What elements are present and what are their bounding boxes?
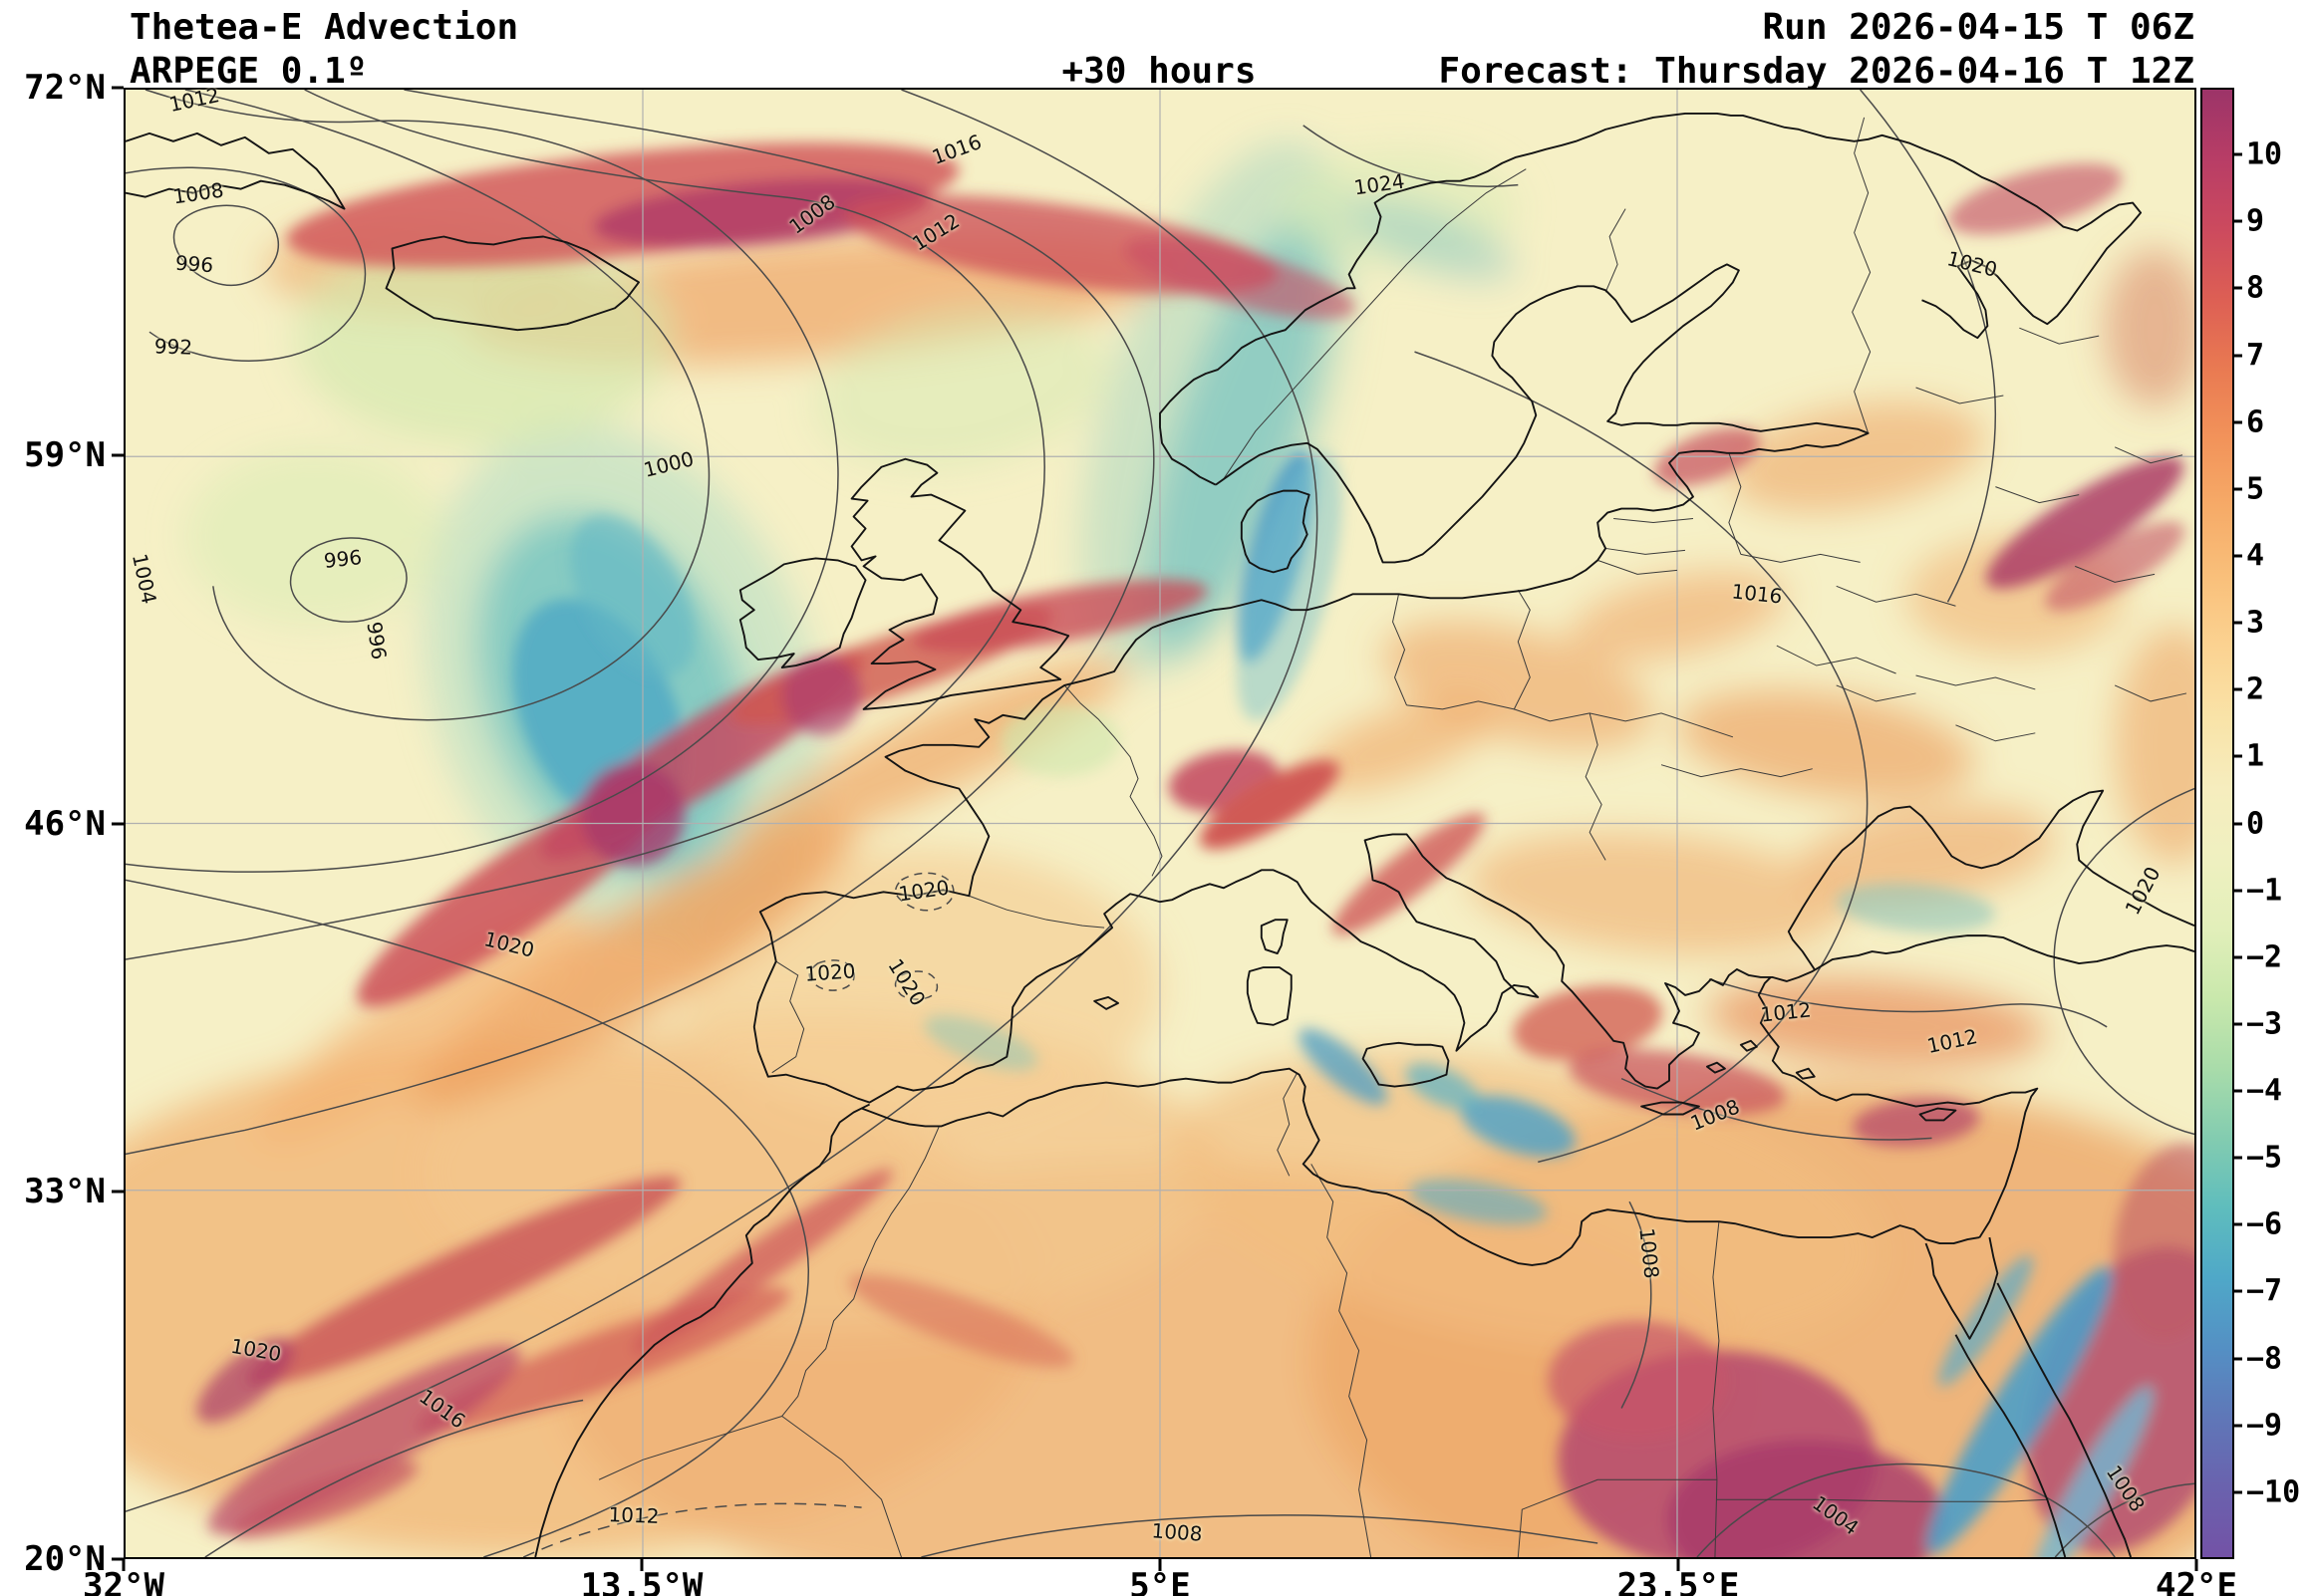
colorbar-tickmark (2234, 219, 2242, 223)
x-axis-tick-label: 13.5°W (580, 1566, 704, 1596)
valid-time-label: Forecast: Thursday 2026-04-16 T 12Z (1438, 51, 2194, 92)
colorbar-tick-label: 2 (2246, 671, 2265, 707)
colorbar-tick-label: 9 (2246, 203, 2265, 239)
graticule-gridlines (126, 90, 2194, 1557)
x-axis-tickmarks (122, 1559, 2198, 1571)
y-axis-tickmarks (112, 86, 124, 1561)
y-axis-tick-label: 59°N (24, 435, 106, 476)
model-label: ARPEGE 0.1º (130, 51, 368, 92)
colorbar-tick-label: −2 (2246, 939, 2283, 975)
colorbar-tick-label: −5 (2246, 1140, 2283, 1176)
x-axis: 32°W 13.5°W 5°E 23.5°E 42°E (83, 1566, 2237, 1596)
colorbar-tick-label: −8 (2246, 1341, 2283, 1377)
colorbar-tick-label: 5 (2246, 471, 2265, 507)
y-axis-tickmark (112, 822, 124, 825)
run-time-label: Run 2026-04-15 T 06Z (1762, 7, 2194, 48)
colorbar (2200, 88, 2234, 1559)
x-axis-tickmark (1158, 1559, 1162, 1571)
coastlines (126, 112, 2194, 1557)
colorbar-tickmark (2234, 354, 2242, 358)
colorbar-tick-label: 1 (2246, 738, 2265, 774)
colorbar-tickmark (2234, 621, 2242, 625)
chart-title: Thetea-E Advection (130, 7, 519, 48)
colorbar-tickmark (2234, 1022, 2242, 1026)
advection-soft-field (126, 140, 2194, 1557)
colorbar-tick-label: 6 (2246, 404, 2265, 440)
country-borders (598, 117, 2187, 1557)
y-axis-tickmark (112, 1557, 124, 1561)
colorbar-tick-label: 0 (2246, 806, 2265, 841)
y-axis-tick-label: 72°N (24, 68, 106, 108)
colorbar-tick-label: −3 (2246, 1006, 2283, 1042)
colorbar-tickmark (2234, 1424, 2242, 1428)
colorbar-tickmark (2234, 1357, 2242, 1361)
colorbar-tick-label: 4 (2246, 538, 2265, 574)
y-axis-tickmark (112, 453, 124, 457)
colorbar-tick-label: 8 (2246, 270, 2265, 306)
colorbar-tick-label: −9 (2246, 1408, 2283, 1444)
x-axis-tickmark (122, 1559, 126, 1571)
x-axis-tick-label: 42°E (2156, 1566, 2237, 1596)
colorbar-tick-label: 3 (2246, 605, 2265, 641)
colorbar-tickmark (2234, 286, 2242, 290)
y-axis-tick-label: 33°N (24, 1171, 106, 1211)
colorbar-tick-label: −6 (2246, 1206, 2283, 1242)
advection-field-map (126, 90, 2194, 1557)
colorbar-tick-label: −7 (2246, 1273, 2283, 1309)
colorbar-tick-label: −1 (2246, 873, 2283, 909)
colorbar-tickmark (2234, 1089, 2242, 1093)
colorbar-tick-label: −4 (2246, 1073, 2283, 1109)
advection-streaks (196, 142, 2194, 1557)
colorbar-tick-label: 10 (2246, 136, 2283, 172)
x-axis-tickmark (640, 1559, 644, 1571)
y-axis-tick-label: 46°N (24, 803, 106, 844)
y-axis: 72°N 59°N 46°N 33°N 20°N (0, 68, 112, 1579)
colorbar-tick-label: −10 (2246, 1474, 2301, 1510)
x-axis-tickmark (2194, 1559, 2198, 1571)
colorbar-tickmark (2234, 152, 2242, 156)
colorbar-tickmark (2234, 554, 2242, 558)
colorbar-tickmark (2234, 1289, 2242, 1293)
y-axis-tickmark (112, 1190, 124, 1194)
y-axis-tick-label: 20°N (24, 1539, 106, 1579)
map-canvas (124, 88, 2196, 1559)
colorbar-tickmark (2234, 420, 2242, 424)
colorbar-tickmark (2234, 955, 2242, 959)
colorbar-tickmark (2234, 1156, 2242, 1160)
colorbar-tickmark (2234, 687, 2242, 691)
colorbar-tickmark (2234, 1222, 2242, 1226)
colorbar-tickmark (2234, 889, 2242, 893)
colorbar-tickmark (2234, 822, 2242, 825)
colorbar-tickmark (2234, 1490, 2242, 1494)
x-axis-tick-label: 5°E (1129, 1566, 1191, 1596)
colorbar-tick-labels: 10 9 8 7 6 5 4 3 2 1 0 −1 −2 −3 −4 −5 −6 −7 −8 −9 −10 (2246, 88, 2312, 1559)
x-axis-tick-label: 32°W (83, 1566, 164, 1596)
colorbar-tick-label: 7 (2246, 338, 2265, 374)
colorbar-tickmarks (2234, 88, 2242, 1559)
x-axis-tickmark (1676, 1559, 1680, 1571)
colorbar-tickmark (2234, 487, 2242, 491)
isobar-contours (126, 90, 2194, 1557)
x-axis-tick-label: 23.5°E (1616, 1566, 1740, 1596)
y-axis-tickmark (112, 86, 124, 90)
forecast-lead-label: +30 hours (1061, 51, 1257, 92)
colorbar-tickmark (2234, 754, 2242, 758)
